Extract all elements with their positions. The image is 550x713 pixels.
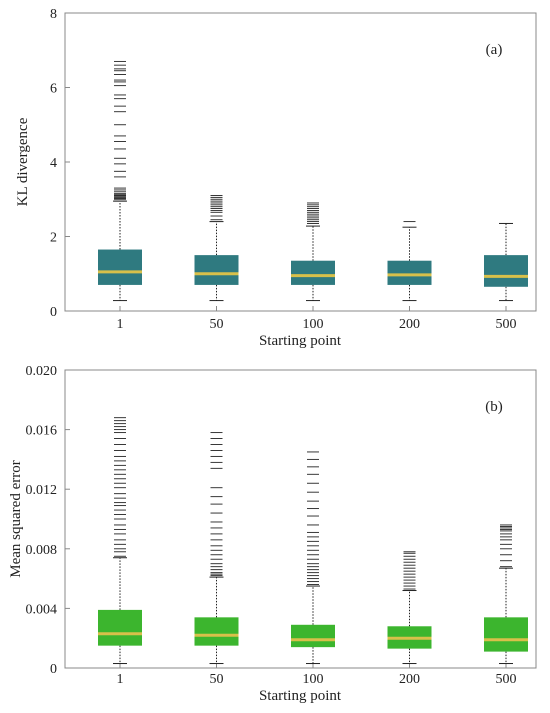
panel-a-x-ticks: 1 50 100 200 500 [117,306,517,332]
y-tick-label: 8 [50,7,57,22]
panel-b-boxes [98,417,528,665]
x-tick-label: 50 [210,672,224,687]
x-tick-label: 1 [117,672,124,687]
y-tick-label: 0.004 [26,602,58,617]
box-group-50 [194,432,239,665]
x-tick-label: 500 [496,317,517,332]
y-tick-label: 2 [50,231,57,246]
iqr-box [291,624,335,648]
panel-b-y-ticks: 0 0.004 0.008 0.012 0.016 0.020 [26,364,70,677]
panel-b: (b) Starting point Mean squared error 00… [8,364,537,704]
box-group-100 [291,451,335,665]
panel-a-label: (a) [486,42,503,58]
box-group-100 [291,202,335,302]
y-tick-label: 0 [50,662,57,677]
iqr-box [484,617,528,652]
box-group-500 [484,524,528,665]
box-group-200 [387,221,432,302]
y-tick-label: 0.008 [26,543,58,558]
box-group-200 [387,551,432,665]
panel-b-x-ticks: 1 50 100 200 500 [117,663,517,687]
iqr-box [291,260,335,285]
x-tick-label: 1 [117,317,124,332]
panel-b-label: (b) [485,399,503,415]
y-tick-label: 0.016 [26,424,58,439]
iqr-box [98,249,142,285]
panel-a-boxes [98,60,528,302]
panel-a-y-ticks: 0 2 4 6 8 [50,7,70,320]
iqr-box [484,255,528,287]
y-tick-label: 0 [50,305,57,320]
x-tick-label: 50 [210,317,224,332]
x-tick-label: 200 [399,317,420,332]
panel-b-x-axis-title: Starting point [259,688,342,704]
x-tick-label: 200 [399,672,420,687]
box-group-500 [484,222,528,302]
y-tick-label: 4 [50,156,57,171]
iqr-box [194,617,239,646]
y-tick-label: 6 [50,82,57,97]
panel-b-frame [64,369,537,669]
y-tick-label: 0.012 [26,483,58,498]
panel-a: (a) Starting point KL divergence 0 2 4 6 8 1… [15,7,537,349]
x-tick-label: 100 [303,672,324,687]
box-group-1 [98,60,142,302]
box-group-50 [194,195,239,302]
panel-a-y-axis-title: KL divergence [15,117,31,206]
iqr-box [387,260,432,285]
iqr-box [194,255,239,285]
x-tick-label: 100 [303,317,324,332]
iqr-box [98,609,142,646]
x-tick-label: 500 [496,672,517,687]
box-group-1 [98,417,142,665]
panel-b-y-axis-title: Mean squared error [8,460,24,577]
y-tick-label: 0.020 [26,364,58,379]
panel-a-x-axis-title: Starting point [259,333,342,349]
